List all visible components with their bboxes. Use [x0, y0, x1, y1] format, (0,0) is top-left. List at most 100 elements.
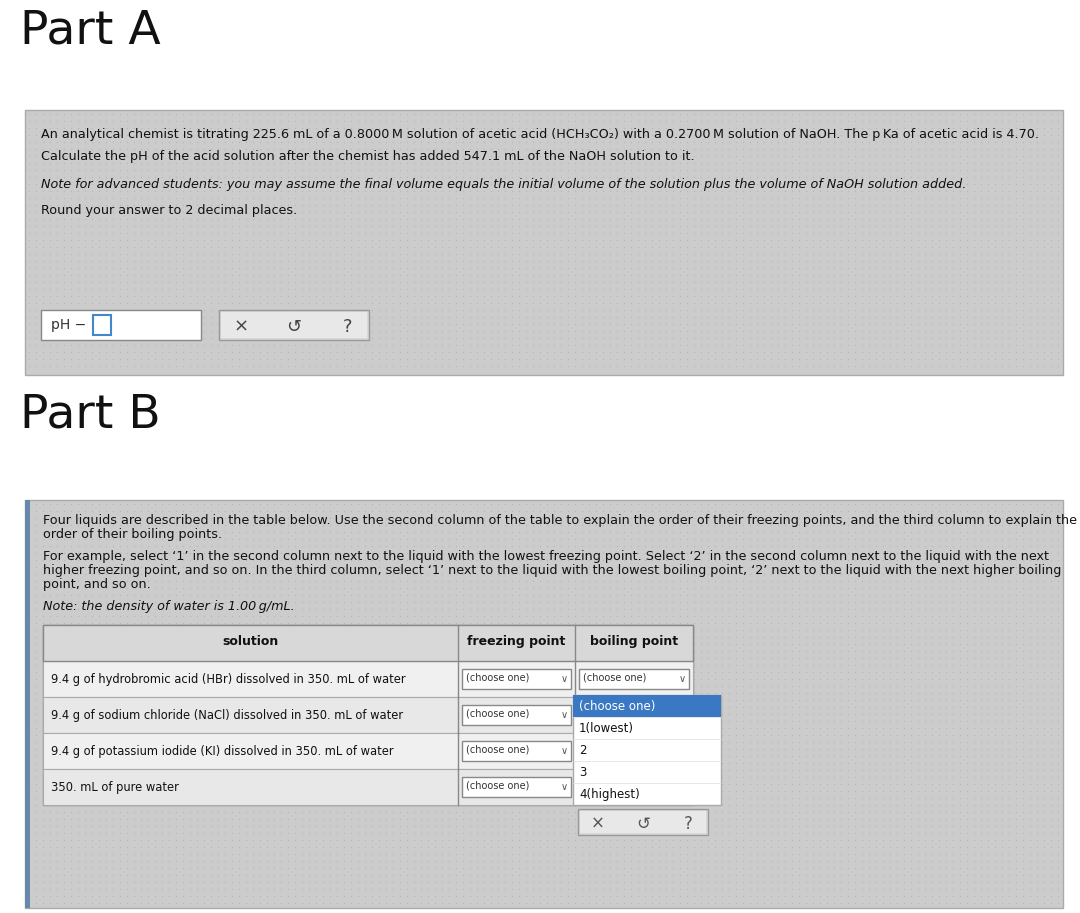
Point	[447, 191, 464, 205]
Point	[825, 303, 842, 318]
Point	[1042, 762, 1059, 777]
Point	[55, 254, 72, 268]
Point	[314, 644, 332, 658]
Point	[77, 296, 94, 310]
Point	[111, 783, 129, 798]
Point	[105, 275, 122, 289]
Point	[1028, 149, 1045, 163]
Point	[244, 573, 261, 588]
Point	[686, 770, 703, 784]
Point	[286, 219, 303, 234]
Point	[594, 163, 611, 177]
Point	[951, 240, 969, 255]
Point	[994, 678, 1011, 693]
Point	[825, 107, 842, 121]
Point	[202, 560, 219, 574]
Point	[244, 359, 261, 373]
Point	[405, 812, 422, 826]
Point	[769, 552, 786, 567]
Point	[511, 812, 528, 826]
Point	[573, 359, 591, 373]
Point	[202, 261, 219, 276]
Point	[497, 623, 514, 637]
Point	[762, 289, 780, 303]
Point	[644, 867, 661, 882]
Point	[314, 510, 332, 525]
Point	[616, 791, 633, 805]
Point	[441, 268, 458, 282]
Point	[55, 693, 72, 708]
Point	[819, 289, 836, 303]
Point	[552, 609, 569, 624]
Point	[77, 867, 94, 882]
Point	[545, 888, 563, 903]
Point	[755, 588, 772, 603]
Point	[594, 791, 611, 805]
Point	[405, 714, 422, 729]
Point	[895, 888, 913, 903]
Point	[644, 497, 661, 511]
Point	[881, 240, 899, 255]
Point	[77, 289, 94, 303]
Point	[1036, 798, 1053, 813]
Point	[405, 693, 422, 708]
Point	[238, 686, 255, 700]
Point	[286, 678, 303, 693]
Point	[342, 875, 360, 889]
Point	[588, 770, 605, 784]
Point	[1028, 531, 1045, 546]
Point	[483, 644, 500, 658]
Point	[1008, 254, 1025, 268]
Point	[538, 749, 555, 763]
Point	[377, 149, 394, 163]
Point	[672, 282, 689, 297]
Point	[433, 798, 450, 813]
Point	[280, 114, 297, 129]
Point	[644, 324, 661, 339]
Point	[377, 531, 394, 546]
Point	[566, 219, 583, 234]
Point	[958, 205, 975, 219]
Point	[41, 163, 58, 177]
Point	[861, 135, 878, 150]
Point	[825, 896, 842, 910]
Point	[805, 882, 822, 897]
Point	[475, 707, 492, 721]
Point	[769, 846, 786, 861]
Point	[580, 833, 597, 847]
Point	[483, 791, 500, 805]
Point	[700, 777, 717, 792]
Point	[280, 317, 297, 331]
Point	[91, 324, 108, 339]
Point	[602, 296, 619, 310]
Point	[77, 812, 94, 826]
Point	[881, 552, 899, 567]
Point	[616, 352, 633, 366]
Point	[672, 720, 689, 735]
Point	[181, 825, 199, 840]
Point	[588, 657, 605, 672]
Point	[923, 149, 941, 163]
Point	[384, 770, 402, 784]
Point	[342, 861, 360, 876]
Point	[503, 303, 521, 318]
Point	[777, 672, 794, 687]
Point	[777, 240, 794, 255]
Point	[27, 149, 44, 163]
Point	[881, 247, 899, 261]
Point	[497, 672, 514, 687]
Point	[427, 177, 444, 192]
Point	[83, 240, 100, 255]
Point	[77, 142, 94, 156]
Point	[791, 345, 808, 360]
Point	[125, 888, 143, 903]
Point	[475, 699, 492, 714]
Point	[805, 728, 822, 742]
Point	[119, 581, 136, 595]
Point	[272, 609, 289, 624]
Point	[258, 226, 275, 240]
Point	[602, 156, 619, 171]
Point	[230, 233, 247, 247]
Point	[286, 254, 303, 268]
Point	[566, 867, 583, 882]
